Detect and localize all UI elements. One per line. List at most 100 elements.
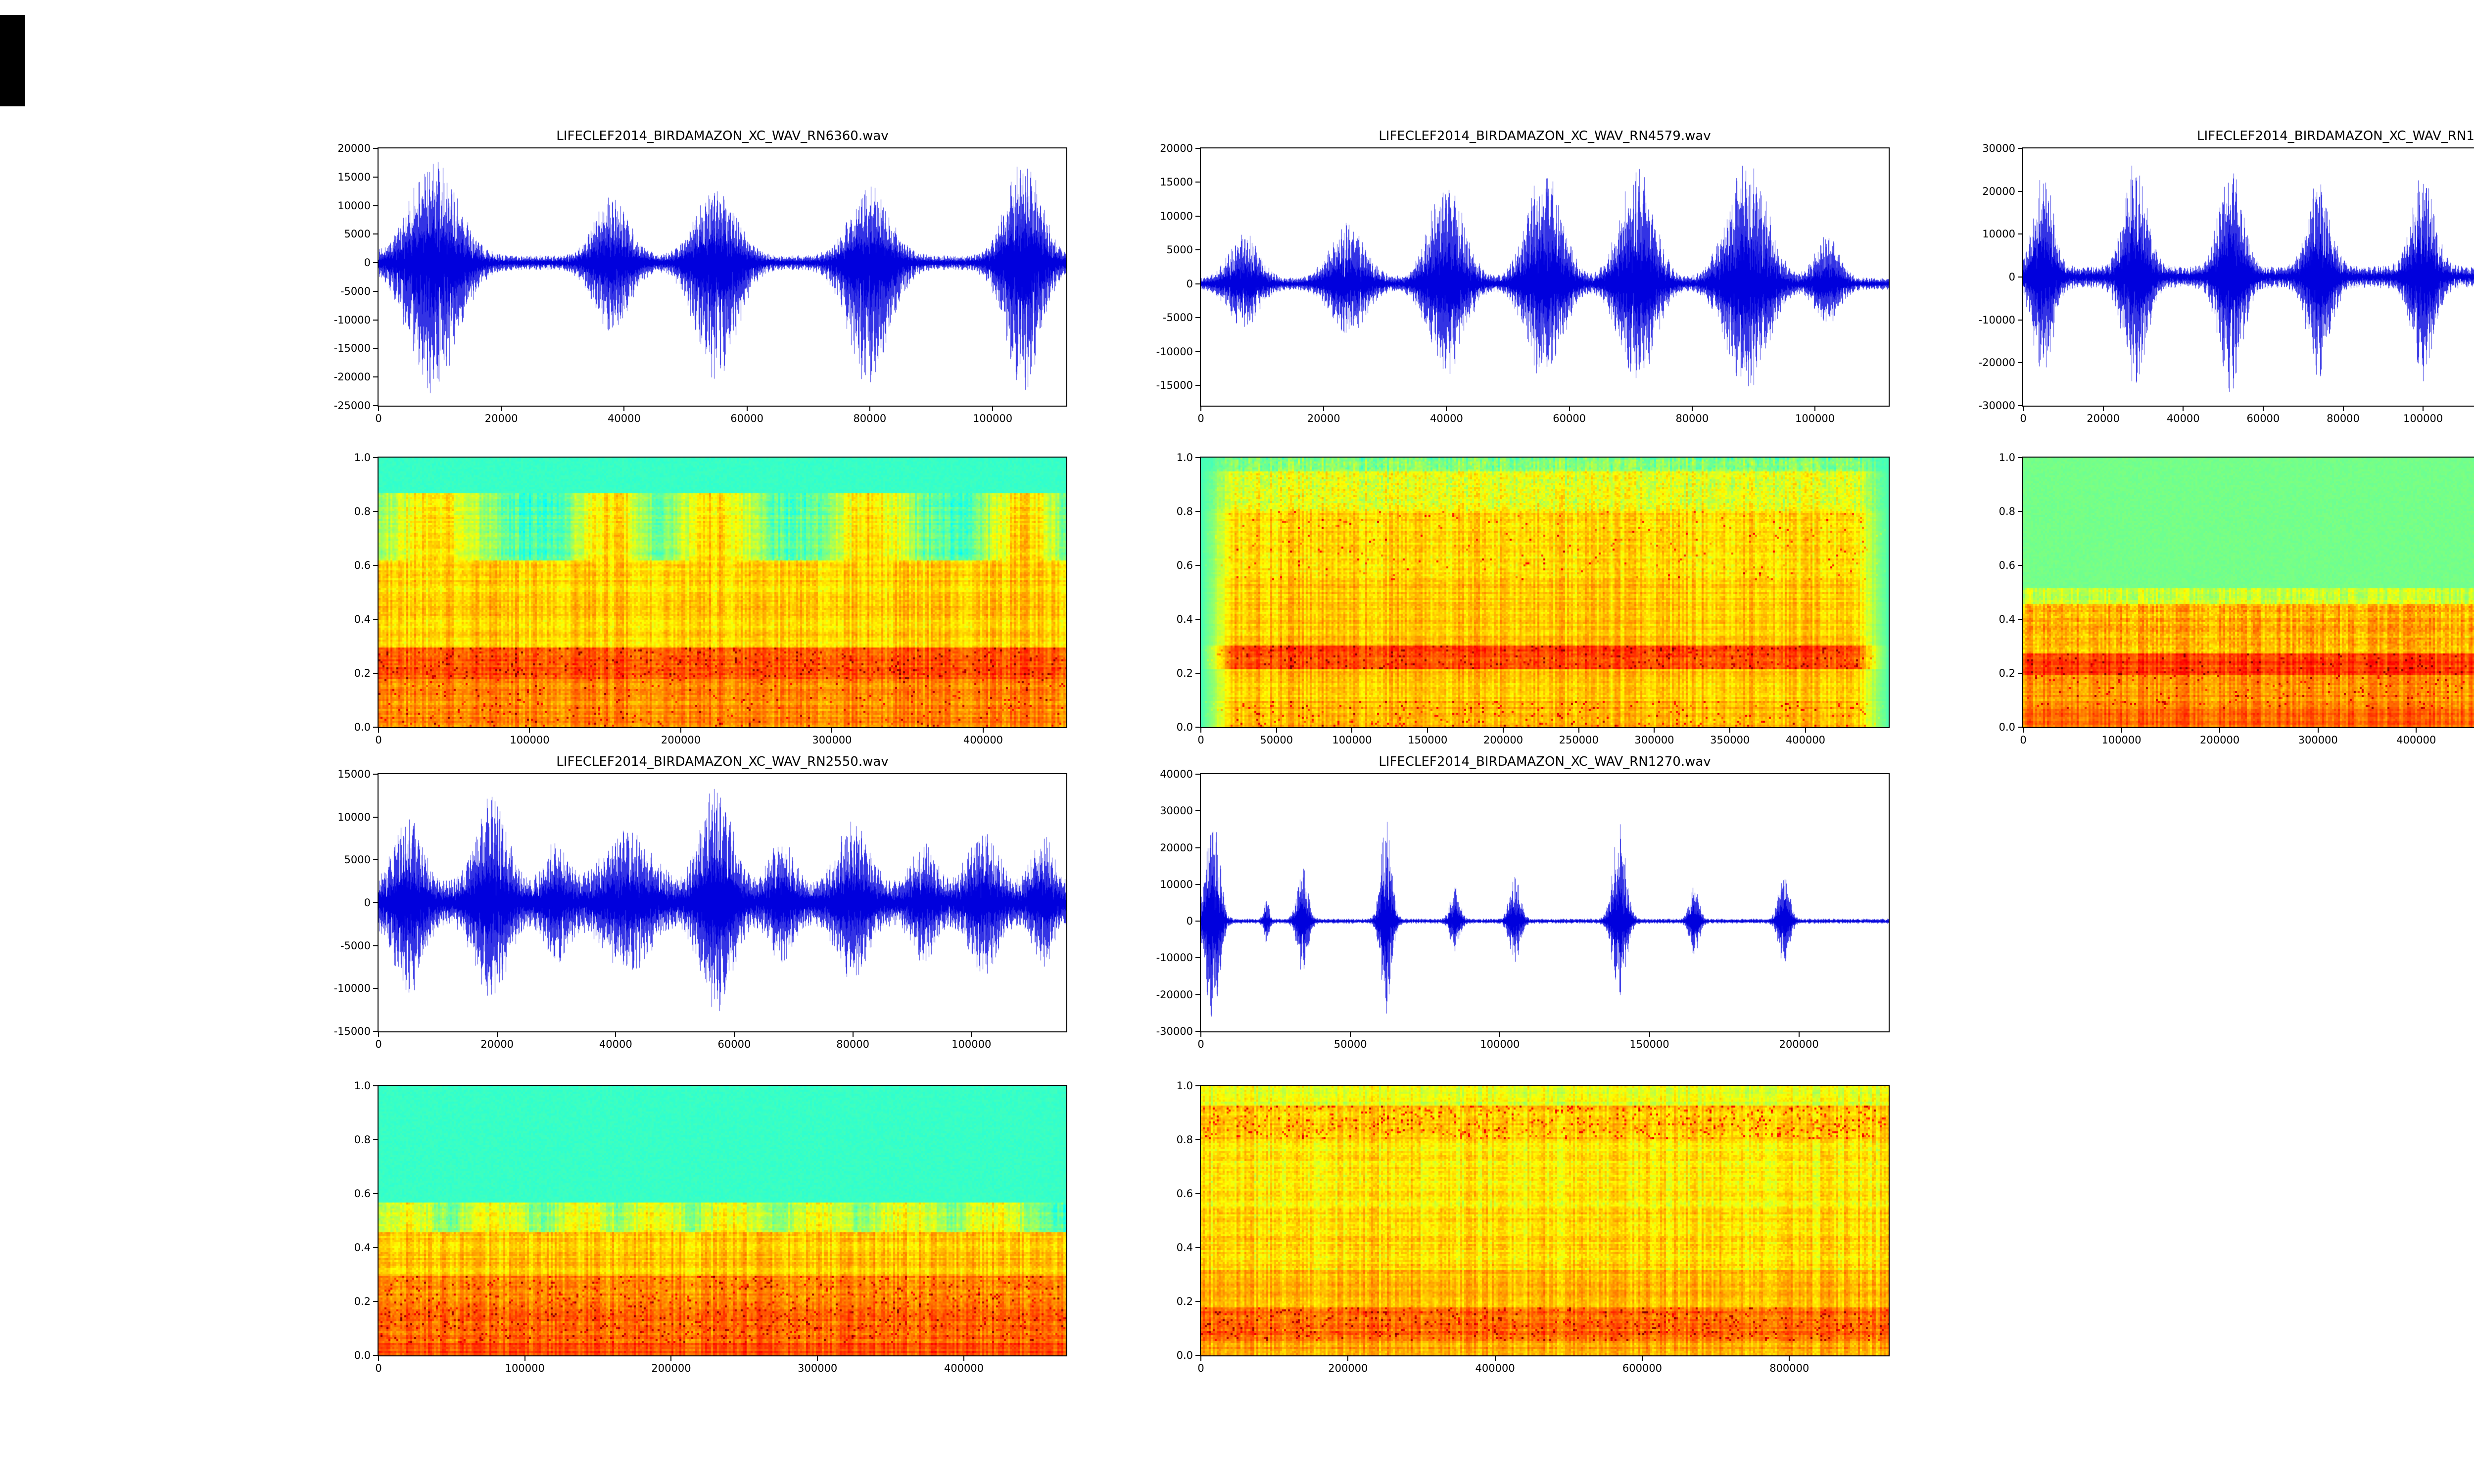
y-tick-label: 1.0 (354, 1080, 371, 1092)
x-tick-label: 0 (375, 1038, 382, 1050)
y-tick-mark (1195, 673, 1200, 674)
y-tick-label: 15000 (1160, 176, 1193, 188)
y-tick-label: 0.4 (1998, 613, 2015, 625)
plot-title: LIFECLEF2014_BIRDAMAZON_XC_WAV_RN12379.w… (2197, 129, 2474, 143)
y-tick-mark (2018, 457, 2022, 458)
waveform-panel-waveform-rn6360: LIFECLEF2014_BIRDAMAZON_XC_WAV_RN6360.wa… (334, 129, 1067, 424)
y-tick-mark (373, 148, 378, 149)
y-tick-label: 0.6 (1176, 559, 1193, 571)
x-tick-mark (1446, 407, 1447, 411)
spectrogram-panel-spectrogram-rn4579: 0 50000 100000 150000 200000 250000 300000 3500… (1177, 452, 1890, 746)
x-tick-mark (524, 1356, 525, 1361)
waveform-canvas (379, 148, 1066, 406)
plot-title: LIFECLEF2014_BIRDAMAZON_XC_WAV_RN1270.wa… (1379, 754, 1711, 769)
spectrogram-canvas (1201, 1086, 1889, 1355)
x-tick-label: 50000 (1333, 1038, 1367, 1050)
y-tick-mark (373, 1031, 378, 1032)
x-tick-label: 350000 (1710, 734, 1750, 746)
y-tick-mark (373, 816, 378, 818)
x-tick-label: 0 (1197, 1038, 1204, 1050)
axes-frame (378, 147, 1067, 407)
x-tick-mark (1427, 728, 1428, 733)
y-tick-label: 10000 (1160, 878, 1193, 890)
x-tick-mark (1578, 728, 1579, 733)
y-tick-label: 0.0 (354, 721, 371, 733)
y-tick-label: -10000 (1156, 952, 1193, 964)
y-tick-mark (373, 1247, 378, 1248)
y-tick-mark (1195, 619, 1200, 620)
y-tick-mark (2018, 277, 2022, 278)
plot-title: LIFECLEF2014_BIRDAMAZON_XC_WAV_RN6360.wa… (556, 129, 889, 143)
x-tick-label: 80000 (2327, 413, 2360, 424)
spectrogram-canvas (1201, 458, 1889, 727)
y-tick-label: 10000 (1982, 228, 2015, 240)
x-tick-label: 0 (1197, 734, 1204, 746)
y-tick-mark (1195, 774, 1200, 775)
x-tick-label: 200000 (1328, 1362, 1368, 1374)
x-tick-mark (615, 1032, 617, 1037)
y-tick-label: -5000 (340, 939, 371, 952)
y-tick-mark (1195, 511, 1200, 512)
x-tick-label: 40000 (599, 1038, 632, 1050)
y-tick-label: 20000 (1160, 142, 1193, 154)
y-tick-mark (1195, 883, 1200, 885)
y-tick-mark (1195, 317, 1200, 319)
x-tick-mark (378, 1356, 379, 1361)
y-tick-mark (373, 1085, 378, 1086)
spectrogram-canvas (379, 1086, 1066, 1355)
y-tick-mark (2018, 673, 2022, 674)
x-tick-label: 100000 (505, 1362, 545, 1374)
y-tick-label: 0 (364, 257, 371, 269)
waveform-canvas (379, 774, 1066, 1031)
x-tick-mark (623, 407, 625, 411)
y-tick-label: 5000 (344, 228, 371, 240)
y-tick-label: -25000 (333, 400, 371, 412)
x-tick-label: 100000 (1332, 734, 1372, 746)
y-tick-label: 0 (364, 897, 371, 909)
y-tick-label: 0.8 (354, 506, 371, 517)
y-tick-label: -30000 (1156, 1025, 1193, 1037)
y-tick-label: 0.0 (1176, 721, 1193, 733)
x-tick-label: 60000 (717, 1038, 751, 1050)
y-tick-label: 0.0 (354, 1349, 371, 1361)
spectrogram-panel-spectrogram-rn1270: 0 200000 400000 600000 800000 1.0 0.8 0.6 0.4 0.2… (1177, 1080, 1890, 1374)
y-tick-label: -15000 (333, 342, 371, 355)
y-tick-label: 1.0 (1176, 452, 1193, 464)
y-tick-label: 0.6 (354, 559, 371, 571)
y-tick-mark (373, 1355, 378, 1356)
x-tick-mark (2317, 728, 2319, 733)
y-tick-label: 0 (1186, 278, 1193, 290)
axes-frame (378, 773, 1067, 1032)
x-tick-label: 150000 (1408, 734, 1448, 746)
x-tick-mark (1569, 407, 1570, 411)
y-tick-mark (373, 262, 378, 264)
x-tick-mark (1494, 1356, 1496, 1361)
y-tick-mark (373, 727, 378, 728)
y-tick-mark (2018, 190, 2022, 192)
x-tick-label: 60000 (730, 413, 764, 424)
x-tick-label: 40000 (1430, 413, 1463, 424)
axes-frame (1200, 1085, 1890, 1356)
x-tick-label: 20000 (1307, 413, 1340, 424)
y-tick-mark (1195, 1193, 1200, 1194)
x-tick-mark (1350, 1032, 1351, 1037)
waveform-panel-waveform-rn1270: LIFECLEF2014_BIRDAMAZON_XC_WAV_RN1270.wa… (1156, 754, 1890, 1050)
y-tick-mark (2018, 362, 2022, 364)
x-tick-mark (971, 1032, 972, 1037)
y-tick-mark (373, 176, 378, 178)
x-tick-mark (1200, 728, 1201, 733)
x-tick-mark (2342, 407, 2344, 411)
y-tick-label: 0.2 (354, 1296, 371, 1307)
x-tick-label: 40000 (608, 413, 641, 424)
y-tick-mark (373, 319, 378, 321)
x-tick-label: 100000 (1480, 1038, 1520, 1050)
y-tick-label: 0.8 (1176, 506, 1193, 517)
y-tick-label: 1.0 (354, 452, 371, 464)
y-tick-mark (2018, 565, 2022, 566)
y-tick-label: 0.8 (1176, 1134, 1193, 1146)
x-tick-label: 60000 (2246, 413, 2280, 424)
y-tick-mark (373, 673, 378, 674)
y-tick-label: -5000 (1162, 312, 1193, 324)
x-tick-label: 300000 (2298, 734, 2338, 746)
